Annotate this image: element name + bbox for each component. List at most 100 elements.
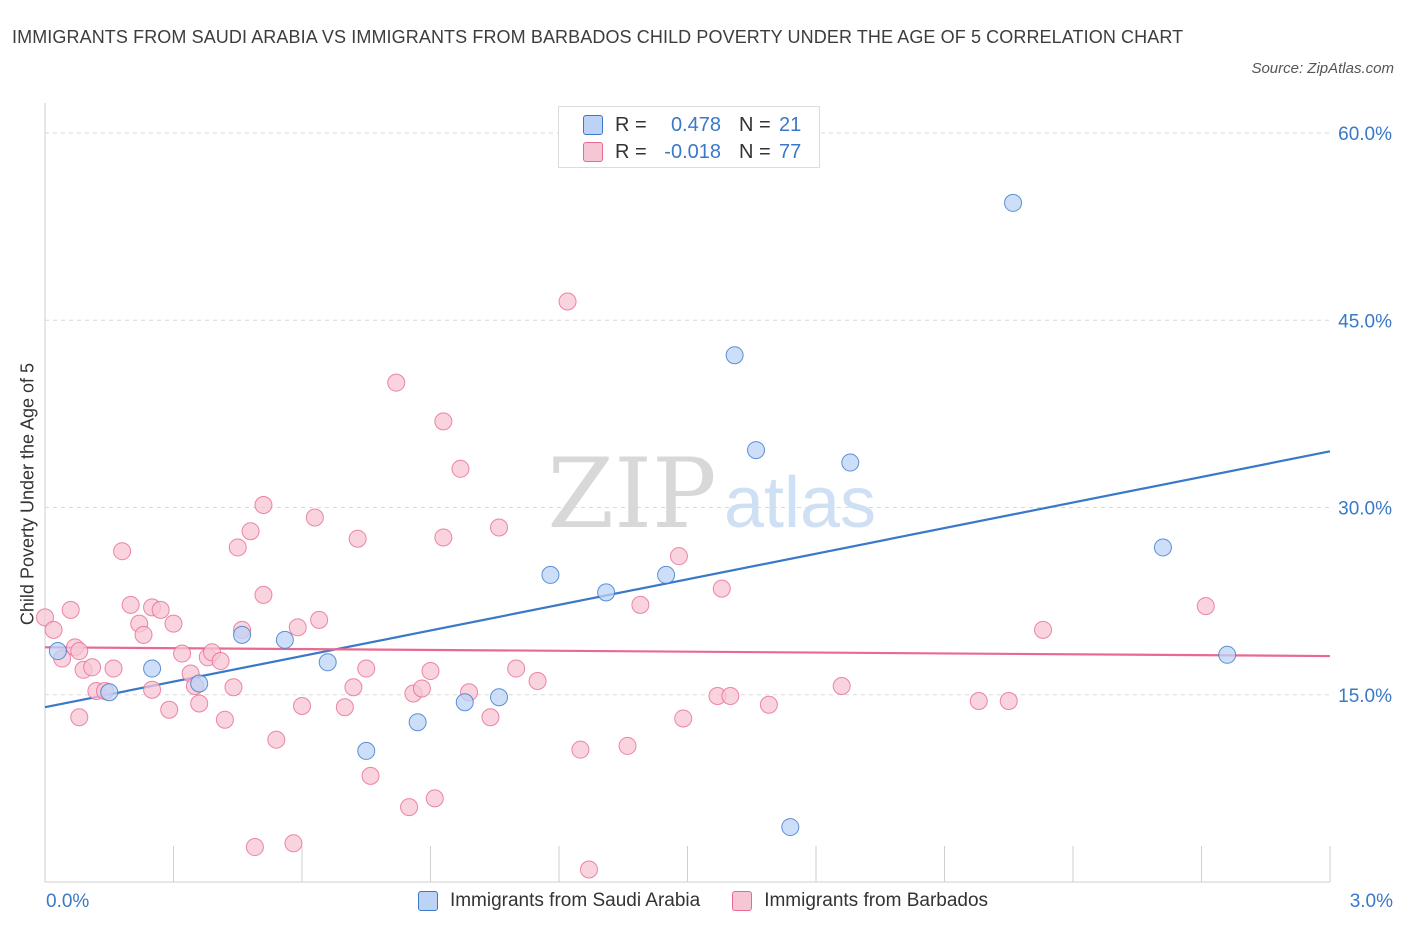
data-point-barbados — [254, 496, 273, 515]
data-point-barbados — [759, 695, 778, 714]
data-point-barbados — [70, 642, 89, 661]
data-point-barbados — [674, 709, 693, 728]
data-point-saudi-arabia — [318, 653, 337, 672]
data-point-barbados — [969, 691, 988, 710]
series-legend-label: Immigrants from Barbados — [764, 890, 989, 911]
watermark-zip: ZIP — [547, 438, 716, 550]
data-point-barbados — [83, 658, 102, 677]
data-point-barbados — [245, 838, 264, 857]
series-legend-item-saudi-arabia: Immigrants from Saudi Arabia — [417, 890, 701, 912]
data-point-saudi-arabia — [143, 659, 162, 678]
data-point-barbados — [293, 696, 311, 715]
data-point-barbados — [173, 644, 192, 663]
series-swatch-pink — [732, 891, 753, 911]
series-swatch-blue — [417, 891, 438, 911]
data-point-barbados — [434, 528, 453, 547]
data-point-barbados — [305, 508, 324, 527]
data-point-barbados — [241, 522, 260, 541]
data-point-barbados — [143, 680, 162, 699]
legend-r-value: -0.018 — [664, 140, 721, 163]
watermark-atlas: atlas — [724, 463, 876, 543]
data-point-barbados — [284, 834, 303, 853]
data-point-saudi-arabia — [781, 818, 800, 837]
x-tick-label-max: 3.0% — [1349, 891, 1393, 912]
chart-title: IMMIGRANTS FROM SAUDI ARABIA VS IMMIGRAN… — [12, 27, 1184, 47]
data-point-barbados — [361, 766, 380, 785]
data-point-barbados — [121, 595, 140, 614]
data-point-barbados — [190, 694, 209, 713]
legend-r-label: R = — [615, 113, 647, 136]
y-tick-label: 45.0% — [1338, 311, 1392, 332]
data-point-barbados — [228, 538, 247, 557]
legend-swatch-blue — [583, 115, 603, 135]
data-point-barbados — [160, 700, 179, 719]
legend-swatch-pink — [583, 142, 603, 162]
source-label: Source: ZipAtlas.com — [1251, 60, 1394, 77]
data-point-saudi-arabia — [1153, 538, 1172, 557]
data-point-barbados — [451, 459, 470, 478]
data-point-saudi-arabia — [1004, 193, 1023, 212]
data-point-barbados — [400, 798, 419, 817]
data-point-saudi-arabia — [190, 674, 209, 693]
data-point-barbados — [631, 595, 650, 614]
data-point-barbados — [104, 659, 123, 678]
legend-r-value: 0.478 — [670, 113, 721, 136]
legend-n-label: N = — [739, 113, 771, 136]
data-point-barbados — [618, 736, 637, 755]
legend-n-label: N = — [739, 140, 771, 163]
data-point-barbados — [712, 579, 731, 598]
data-point-barbados — [528, 672, 547, 691]
data-point-barbados — [164, 614, 183, 633]
legend-r-label: R = — [615, 140, 647, 163]
data-point-barbados — [357, 659, 376, 678]
data-point-saudi-arabia — [357, 741, 376, 760]
data-point-barbados — [254, 585, 273, 604]
data-point-barbados — [288, 618, 307, 637]
data-point-barbados — [579, 860, 598, 879]
data-point-barbados — [425, 789, 444, 808]
y-tick-label: 15.0% — [1338, 686, 1392, 707]
data-point-barbados — [61, 600, 80, 619]
data-point-barbados — [211, 652, 230, 671]
x-tick-label-min: 0.0% — [46, 891, 90, 912]
series-legend: Immigrants from Saudi Arabia Immigrants … — [0, 890, 1406, 912]
data-point-barbados — [832, 677, 851, 696]
data-point-saudi-arabia — [48, 642, 67, 661]
correlation-legend: R = 0.478 N = 21 R = -0.018 N = 77 — [558, 106, 820, 168]
data-point-saudi-arabia — [657, 565, 676, 584]
data-point-barbados — [434, 412, 453, 431]
data-point-barbados — [215, 710, 234, 729]
data-point-barbados — [267, 730, 286, 749]
data-point-barbados — [36, 608, 54, 627]
data-point-barbados — [1196, 597, 1215, 616]
data-point-barbados — [387, 373, 406, 392]
data-point-barbados — [134, 625, 153, 644]
legend-row-barbados: R = -0.018 N = 77 — [583, 139, 801, 165]
data-point-saudi-arabia — [455, 693, 474, 712]
data-point-saudi-arabia — [275, 630, 294, 649]
trend-line-barbados — [44, 646, 1331, 658]
data-point-saudi-arabia — [100, 683, 119, 702]
legend-n-value: 77 — [779, 140, 802, 163]
data-point-barbados — [348, 529, 367, 548]
data-point-saudi-arabia — [1218, 645, 1237, 664]
series-legend-label: Immigrants from Saudi Arabia — [449, 890, 701, 911]
data-point-barbados — [507, 659, 526, 678]
data-point-saudi-arabia — [490, 688, 509, 707]
data-point-barbados — [344, 678, 363, 697]
data-point-saudi-arabia — [597, 583, 616, 602]
data-point-barbados — [421, 662, 440, 681]
data-point-saudi-arabia — [233, 625, 252, 644]
data-point-barbados — [999, 691, 1018, 710]
data-point-barbados — [481, 708, 500, 727]
data-point-barbados — [44, 620, 63, 639]
data-point-saudi-arabia — [725, 346, 744, 365]
y-tick-label: 30.0% — [1338, 499, 1392, 520]
data-point-barbados — [558, 292, 577, 311]
data-point-barbados — [721, 686, 740, 705]
trend-line-saudi-arabia — [44, 450, 1331, 709]
data-point-barbados — [335, 698, 354, 717]
legend-n-value: 21 — [779, 113, 802, 136]
data-point-barbados — [224, 678, 243, 697]
